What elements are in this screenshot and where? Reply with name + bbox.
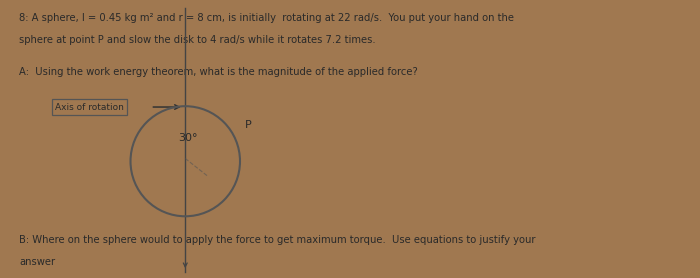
Text: 30°: 30°	[178, 133, 197, 143]
Text: 8: A sphere, I = 0.45 kg m² and r = 8 cm, is initially  rotating at 22 rad/s.  Y: 8: A sphere, I = 0.45 kg m² and r = 8 cm…	[20, 13, 514, 23]
Text: P: P	[244, 120, 251, 130]
Text: Axis of rotation: Axis of rotation	[55, 103, 124, 111]
Text: sphere at point P and slow the disk to 4 rad/s while it rotates 7.2 times.: sphere at point P and slow the disk to 4…	[20, 35, 376, 45]
Text: answer: answer	[20, 257, 55, 267]
Text: B: Where on the sphere would to apply the force to get maximum torque.  Use equa: B: Where on the sphere would to apply th…	[20, 235, 536, 245]
Text: A:  Using the work energy theorem, what is the magnitude of the applied force?: A: Using the work energy theorem, what i…	[20, 67, 418, 77]
